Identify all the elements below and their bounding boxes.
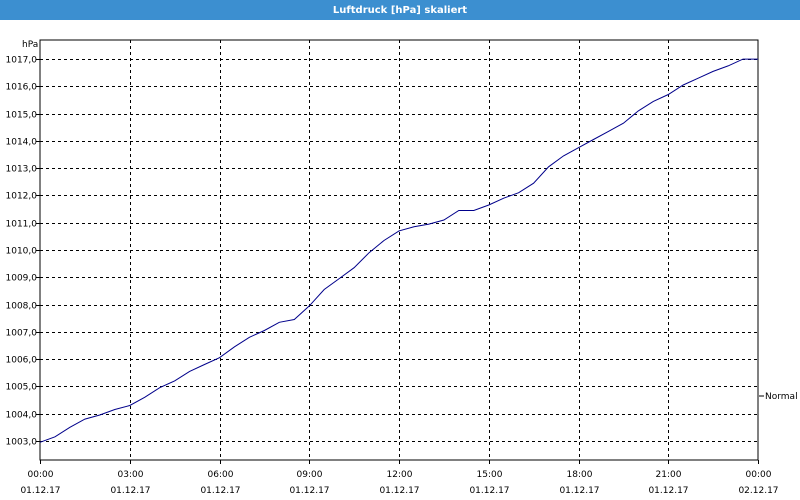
- chart-title-bar: Luftdruck [hPa] skaliert: [0, 0, 800, 20]
- x-tick-date-label: 01.12.17: [289, 486, 329, 496]
- y-tick-label: 1017,0: [6, 56, 38, 66]
- x-tick-date-label: 01.12.17: [200, 486, 240, 496]
- series-line-normal: [39, 58, 758, 443]
- y-tick-label: 1012,0: [6, 192, 38, 202]
- x-tick-date-label: 01.12.17: [379, 486, 419, 496]
- x-tick-time-label: 12:00: [387, 470, 413, 480]
- x-tick-date-label: 01.12.17: [648, 486, 688, 496]
- x-tick-time-label: 21:00: [656, 470, 682, 480]
- y-tick-label: 1005,0: [6, 383, 38, 393]
- y-tick-label: 1011,0: [6, 220, 38, 230]
- y-axis-unit-label: hPa: [22, 40, 38, 50]
- y-tick-label: 1007,0: [6, 329, 38, 339]
- y-tick-label: 1016,0: [6, 83, 38, 93]
- x-tick-time-label: 18:00: [567, 470, 593, 480]
- chart-title: Luftdruck [hPa] skaliert: [332, 4, 468, 16]
- y-tick-label: 1013,0: [6, 165, 38, 175]
- y-tick-label: 1006,0: [6, 356, 38, 366]
- y-tick-label: 1010,0: [6, 247, 38, 257]
- x-tick-time-label: 09:00: [297, 470, 323, 480]
- x-tick-date-label: 01.12.17: [20, 486, 60, 496]
- x-tick-time-label: 00:00: [28, 470, 54, 480]
- x-tick-date-label: 01.12.17: [559, 486, 599, 496]
- x-tick-time-label: 15:00: [477, 470, 503, 480]
- x-tick-time-label: 00:00: [746, 470, 772, 480]
- x-tick-time-label: 06:00: [208, 470, 234, 480]
- y-tick-label: 1008,0: [6, 302, 38, 312]
- y-tick-label: 1009,0: [6, 274, 38, 284]
- legend-entry: Normal: [765, 392, 798, 402]
- x-tick-date-label: 02.12.17: [738, 486, 778, 496]
- x-tick-time-label: 03:00: [118, 470, 144, 480]
- y-tick-label: 1004,0: [6, 411, 38, 421]
- x-tick-date-label: 01.12.17: [469, 486, 509, 496]
- y-tick-label: 1014,0: [6, 138, 38, 148]
- y-tick-label: 1003,0: [6, 438, 38, 448]
- x-tick-date-label: 01.12.17: [110, 486, 150, 496]
- y-tick-label: 1015,0: [6, 111, 38, 121]
